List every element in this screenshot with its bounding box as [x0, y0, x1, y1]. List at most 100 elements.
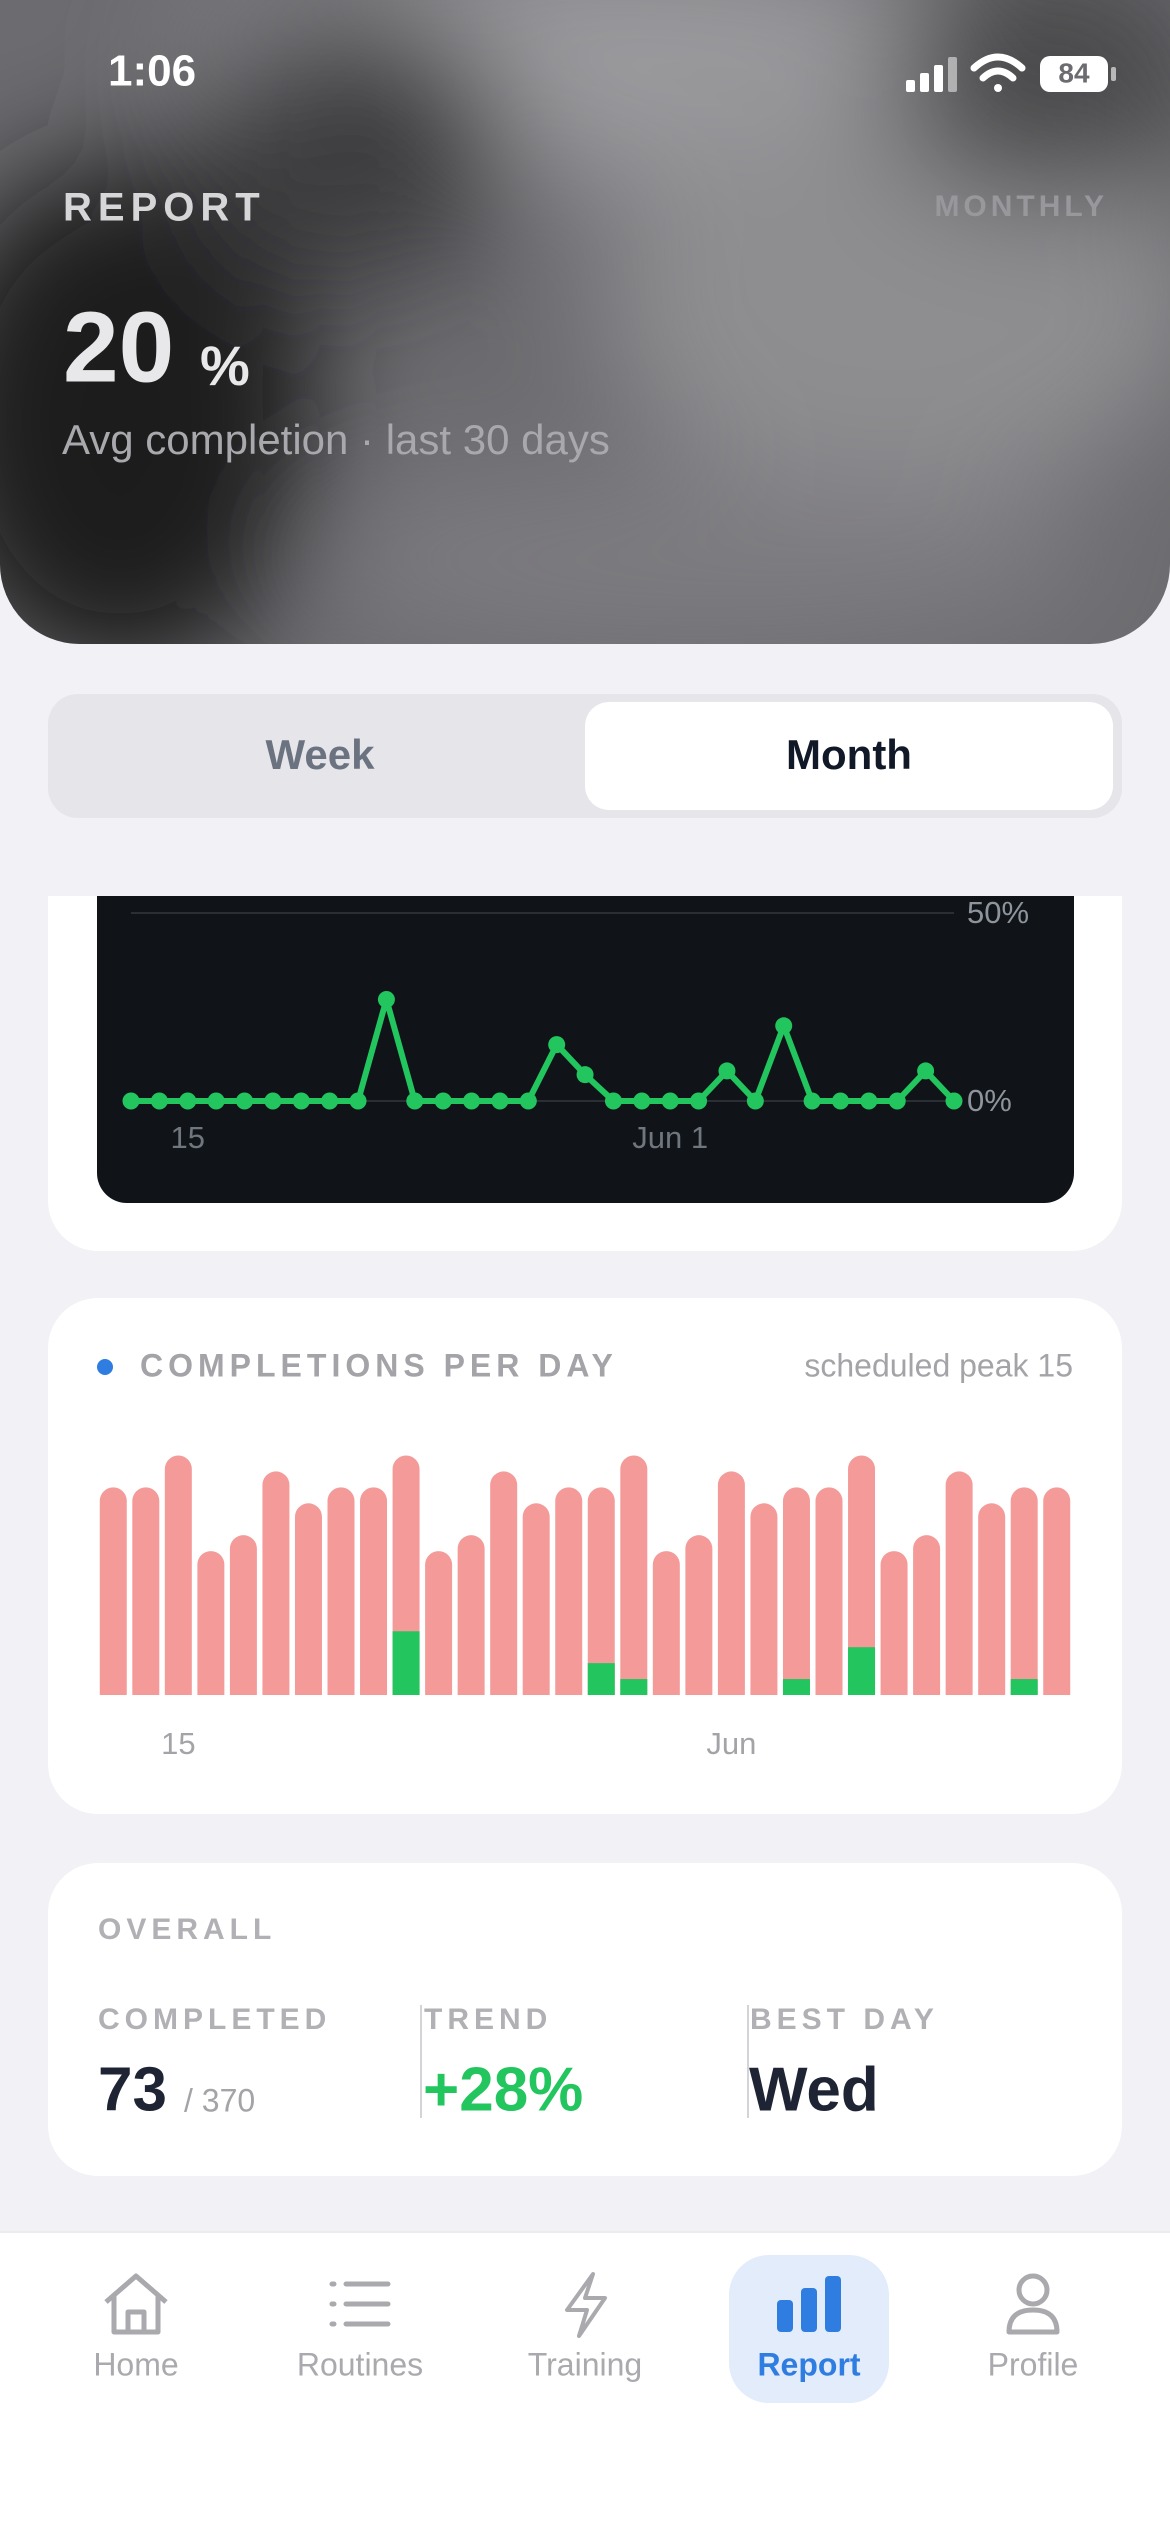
period-label[interactable]: MONTHLY — [934, 190, 1108, 223]
nav-icon — [104, 2273, 168, 2335]
nav-label[interactable]: Home — [93, 2346, 178, 2382]
point — [718, 1062, 736, 1080]
bar — [490, 1471, 518, 1695]
bar — [782, 1487, 810, 1695]
signal-icon — [906, 57, 957, 92]
nav-icon — [825, 2276, 841, 2332]
bar — [1010, 1679, 1038, 1695]
title-dot — [97, 1359, 113, 1375]
stat-label: TREND — [424, 2003, 552, 2036]
nav-icon — [565, 2272, 607, 2338]
y-tick-label: 50% — [967, 895, 1029, 930]
point — [604, 1092, 622, 1110]
stat-label: BEST DAY — [750, 2003, 939, 2036]
nav-icon — [1006, 2307, 1060, 2335]
selected-tab — [585, 702, 1113, 810]
point — [179, 1092, 197, 1110]
point — [463, 1092, 481, 1110]
bar — [1043, 1487, 1071, 1695]
nav-label[interactable]: Profile — [988, 2346, 1079, 2382]
x-tick-label: 15 — [171, 1120, 205, 1155]
point — [491, 1092, 509, 1110]
bar — [392, 1631, 420, 1695]
point — [803, 1092, 821, 1110]
bar — [587, 1663, 615, 1695]
bar — [99, 1487, 127, 1695]
point — [746, 1092, 764, 1110]
point — [888, 1092, 906, 1110]
nav-icon — [1016, 2273, 1050, 2307]
bar — [1010, 1487, 1038, 1695]
stat-total: / 370 — [184, 2082, 255, 2118]
point — [917, 1062, 935, 1080]
point — [321, 1092, 339, 1110]
bar — [782, 1679, 810, 1695]
point — [377, 990, 395, 1008]
point — [775, 1017, 793, 1035]
line-chart-panel — [97, 896, 1074, 1203]
nav-icon-group[interactable] — [565, 2272, 607, 2338]
point — [122, 1092, 140, 1110]
x-tick-label: 15 — [161, 1726, 195, 1761]
bar — [262, 1471, 290, 1695]
bar — [750, 1503, 778, 1695]
nav-icon — [801, 2288, 817, 2332]
point — [860, 1092, 878, 1110]
battery-level: 84 — [1058, 57, 1090, 88]
x-tick-label: Jun 1 — [632, 1120, 708, 1155]
nav-icon-group[interactable] — [104, 2273, 168, 2335]
bar — [815, 1487, 843, 1695]
nav-label[interactable]: Routines — [297, 2346, 423, 2382]
stat-value: +28% — [423, 2055, 583, 2124]
point — [519, 1092, 537, 1110]
point — [434, 1092, 452, 1110]
battery-cap — [1111, 67, 1116, 81]
point — [576, 1066, 594, 1084]
overall-title: OVERALL — [98, 1913, 276, 1946]
bar — [717, 1471, 745, 1695]
headline-value: 20 — [63, 291, 174, 403]
tab-label[interactable]: Month — [786, 731, 912, 778]
headline-caption: Avg completion · last 30 days — [62, 416, 610, 463]
tab-label[interactable]: Week — [266, 731, 376, 778]
bar — [685, 1535, 713, 1695]
stat-value: Wed — [749, 2055, 879, 2124]
point — [945, 1092, 963, 1110]
headline-unit: % — [200, 334, 250, 397]
nav-label[interactable]: Report — [757, 2346, 860, 2382]
point — [150, 1092, 168, 1110]
bar — [327, 1487, 355, 1695]
bar — [294, 1503, 322, 1695]
nav-icon — [777, 2300, 793, 2332]
bar — [880, 1551, 908, 1695]
bar — [848, 1455, 876, 1695]
bar — [848, 1647, 876, 1695]
point — [236, 1092, 254, 1110]
bar-chart-title: COMPLETIONS PER DAY — [140, 1347, 618, 1383]
point — [633, 1092, 651, 1110]
nav-label[interactable]: Training — [528, 2346, 642, 2382]
bar — [360, 1487, 388, 1695]
bar — [522, 1503, 550, 1695]
y-tick-label: 0% — [967, 1083, 1012, 1118]
nav-icon-group[interactable] — [329, 2281, 391, 2327]
bar — [229, 1535, 257, 1695]
header-background — [0, 0, 1170, 644]
nav-icon-group[interactable] — [777, 2276, 841, 2332]
point — [661, 1092, 679, 1110]
bar — [132, 1487, 160, 1695]
bar-chart-note: scheduled peak 15 — [804, 1347, 1073, 1383]
bar — [913, 1535, 941, 1695]
bar — [652, 1551, 680, 1695]
point — [406, 1092, 424, 1110]
nav-icon-group[interactable] — [1006, 2273, 1060, 2335]
point — [548, 1036, 566, 1054]
bar — [978, 1503, 1006, 1695]
point — [264, 1092, 282, 1110]
x-tick-label: Jun — [706, 1726, 756, 1761]
nav-icon — [329, 2281, 391, 2327]
bar — [425, 1551, 453, 1695]
bar — [457, 1535, 485, 1695]
overall-card — [48, 1863, 1122, 2176]
